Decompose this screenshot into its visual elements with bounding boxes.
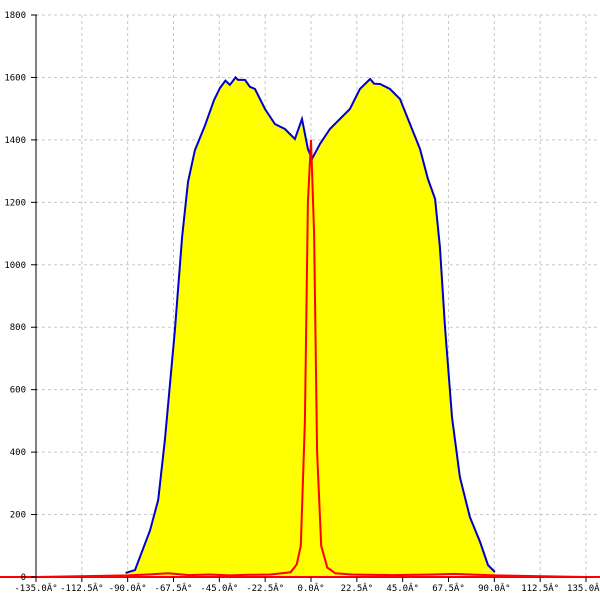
x-tick-label: 67.5Â°	[432, 582, 465, 594]
x-tick-label: -22.5Â°	[246, 582, 284, 594]
y-tick-label: 200	[10, 511, 26, 521]
x-tick-label: -67.5Â°	[155, 582, 193, 594]
y-tick-label: 0	[21, 573, 26, 583]
y-tick-label: 400	[10, 448, 26, 458]
y-tick-label: 1800	[4, 11, 26, 21]
x-tick-label: -135.0Â°	[14, 582, 57, 594]
x-tick-label: 90.0Â°	[478, 582, 511, 594]
x-tick-label: -45.0Â°	[200, 582, 238, 594]
y-tick-label: 600	[10, 386, 26, 396]
x-tick-label: 45.0Â°	[386, 582, 419, 594]
series-line-1	[125, 75, 496, 574]
x-tick-label: -112.5Â°	[60, 582, 103, 594]
x-tick-label: 135.0Â°	[567, 582, 600, 594]
y-tick-label: 1200	[4, 198, 26, 208]
series-line-2	[35, 139, 587, 578]
y-tick-label: 800	[10, 323, 26, 333]
y-tick-label: 1600	[4, 73, 26, 83]
x-tick-label: 112.5Â°	[521, 582, 559, 594]
x-tick-label: -90.0Â°	[109, 582, 147, 594]
series-area	[125, 77, 495, 578]
y-tick-label: 1000	[4, 261, 26, 271]
y-tick-label: 1400	[4, 136, 26, 146]
x-tick-label: 0.0Â°	[297, 582, 324, 594]
x-tick-label: 22.5Â°	[341, 582, 374, 594]
